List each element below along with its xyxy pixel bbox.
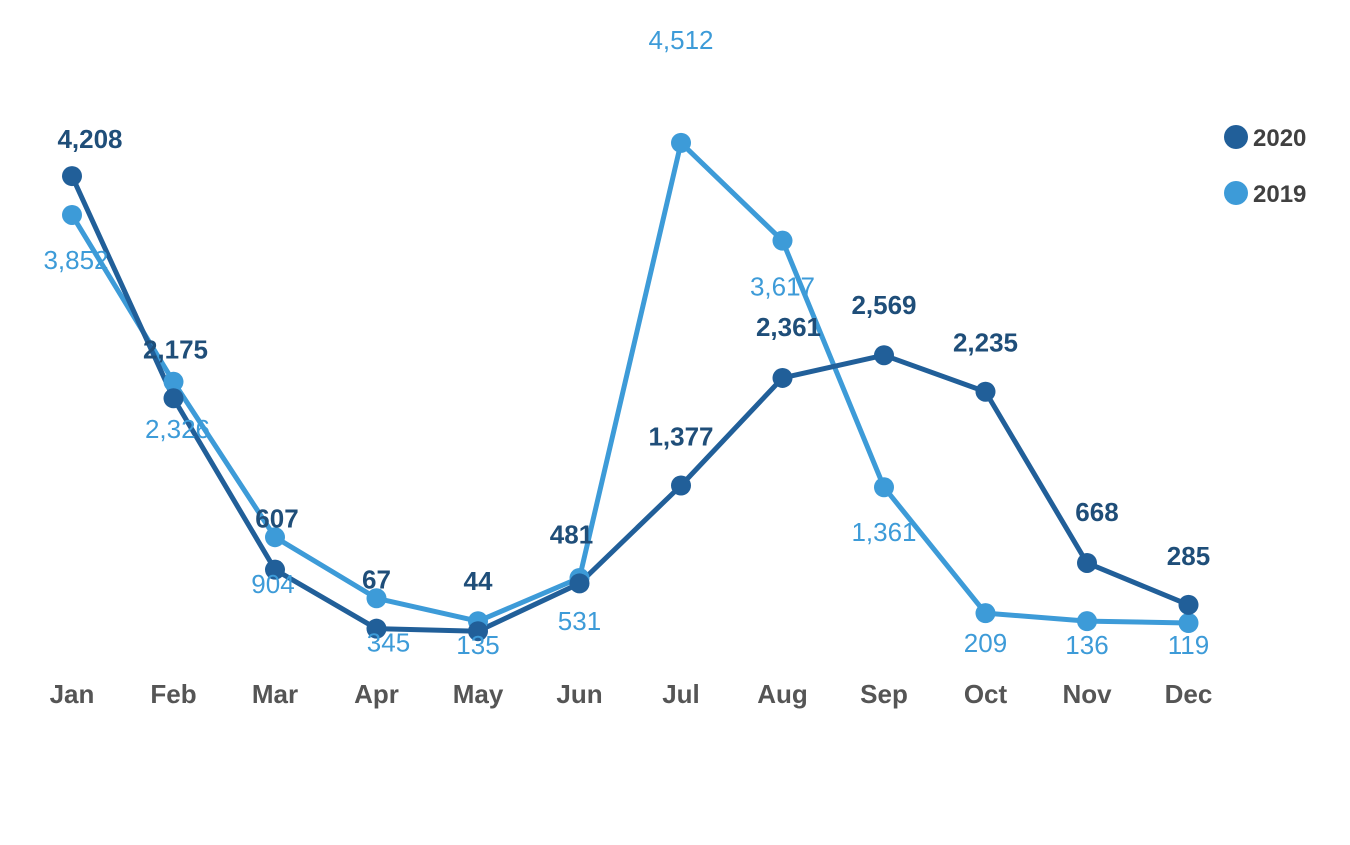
data-label-2019-jun: 531	[558, 606, 601, 636]
data-point-2020-dec	[1178, 594, 1199, 615]
data-point-2019-mar	[265, 527, 285, 548]
x-tick-label-may: May	[453, 679, 504, 709]
data-point-2019-oct	[975, 603, 996, 624]
data-label-2019-nov: 136	[1065, 630, 1108, 660]
legend-item-2019: 2019	[1224, 181, 1306, 208]
data-label-2019-jul: 4,512	[648, 25, 713, 55]
data-label-2020-apr: 67	[362, 565, 391, 595]
series-markers	[62, 132, 1199, 642]
data-labels: 4,208 2,175 607 67 44 481 1,377 2,361 2,569 2,235…	[43, 25, 1210, 660]
data-point-2020-sep	[874, 345, 894, 366]
x-tick-label-jan: Jan	[50, 679, 95, 709]
data-point-2020-may	[468, 621, 488, 642]
data-label-2019-feb: 2,326	[145, 414, 210, 444]
data-label-2020-jan: 4,208	[57, 124, 122, 154]
data-label-2020-sep: 2,569	[851, 290, 916, 320]
x-tick-label-mar: Mar	[252, 679, 298, 709]
data-point-2020-oct	[975, 381, 996, 402]
data-point-2020-aug	[772, 367, 793, 388]
data-label-2020-aug: 2,361	[756, 312, 821, 342]
legend-marker-2019	[1224, 181, 1248, 205]
data-label-2019-jan: 3,852	[43, 245, 108, 275]
data-label-2020-feb: 2,175	[143, 334, 208, 364]
legend-label-2019: 2019	[1253, 181, 1306, 208]
data-point-2019-jul	[671, 132, 691, 153]
data-point-2020-feb	[163, 388, 184, 409]
data-point-2019-feb	[163, 371, 184, 392]
data-label-2019-dec: 119	[1168, 630, 1209, 660]
data-point-2020-apr	[366, 618, 387, 639]
data-label-2019-sep: 1,361	[851, 517, 916, 547]
data-label-2019-oct: 209	[964, 628, 1007, 658]
data-point-2020-jul	[671, 475, 691, 496]
x-tick-label-jun: Jun	[556, 679, 602, 709]
data-label-2020-dec: 285	[1167, 541, 1210, 571]
legend-item-2020: 2020	[1224, 125, 1306, 152]
legend: 2020 2019	[1224, 125, 1306, 208]
series-line-2019	[69, 140, 1191, 626]
data-point-2019-apr	[366, 588, 387, 609]
data-label-2019-may: 135	[456, 630, 499, 660]
legend-marker-2020	[1224, 125, 1248, 149]
data-point-2019-aug	[772, 230, 793, 251]
data-point-2020-jan	[62, 166, 82, 187]
data-point-2019-dec	[1178, 612, 1199, 633]
x-tick-label-oct: Oct	[964, 679, 1008, 709]
data-point-2019-sep	[874, 477, 894, 498]
data-label-2020-nov: 668	[1075, 497, 1118, 527]
data-point-2020-nov	[1077, 552, 1097, 573]
data-label-2019-apr: 345	[367, 627, 410, 657]
data-label-2020-oct: 2,235	[953, 328, 1018, 358]
series-line-2020	[69, 173, 1191, 634]
x-tick-label-jul: Jul	[662, 679, 700, 709]
series-lines	[69, 140, 1191, 634]
x-axis: Jan Feb Mar Apr May Jun Jul Aug Sep Oct Nov Dec	[50, 679, 1213, 709]
x-tick-label-dec: Dec	[1165, 679, 1213, 709]
x-tick-label-aug: Aug	[757, 679, 808, 709]
x-tick-label-sep: Sep	[860, 679, 908, 709]
legend-label-2020: 2020	[1253, 125, 1306, 152]
data-point-2019-jan	[62, 204, 82, 225]
x-tick-label-feb: Feb	[150, 679, 196, 709]
data-point-2019-nov	[1077, 611, 1097, 632]
x-tick-label-nov: Nov	[1062, 679, 1112, 709]
x-tick-label-apr: Apr	[354, 679, 399, 709]
data-point-2020-mar	[265, 559, 285, 580]
data-label-2019-mar: 904	[251, 569, 294, 599]
data-label-2020-jun: 481	[550, 519, 593, 549]
data-label-2020-jul: 1,377	[648, 421, 713, 451]
data-label-2020-mar: 607	[255, 504, 298, 534]
data-label-2019-aug: 3,617	[750, 272, 815, 302]
data-point-2020-jun	[569, 573, 590, 594]
data-label-2020-may: 44	[464, 566, 493, 596]
